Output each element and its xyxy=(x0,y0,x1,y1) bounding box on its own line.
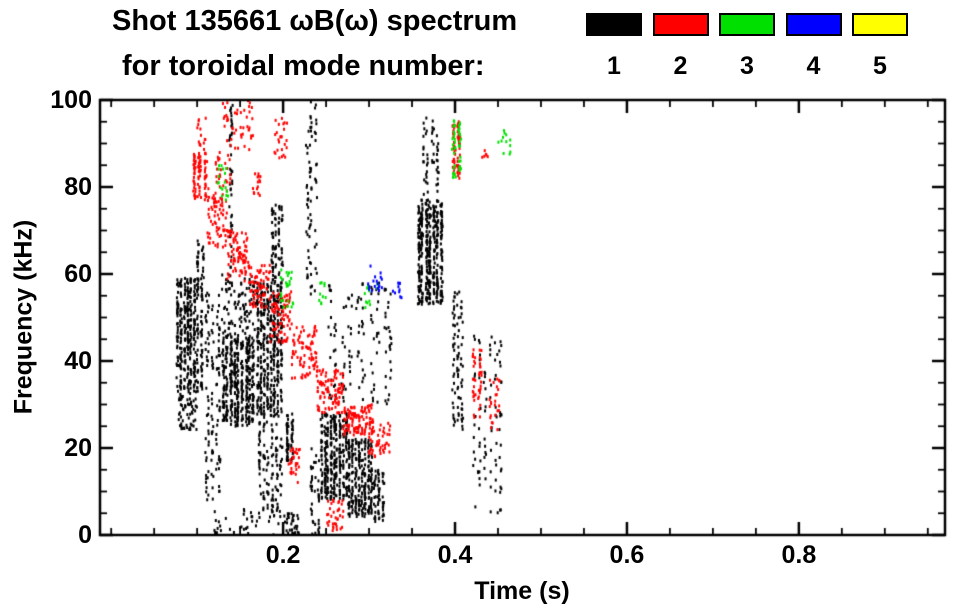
y-tick-label: 40 xyxy=(64,347,92,375)
legend-mode-label: 5 xyxy=(873,52,887,80)
x-tick-label: 0.8 xyxy=(781,541,817,569)
legend-mode-label: 3 xyxy=(740,52,754,80)
y-tick-label: 80 xyxy=(64,173,92,201)
chart-subtitle: for toroidal mode number: xyxy=(122,50,485,82)
y-tick-label: 60 xyxy=(64,260,92,288)
y-tick-label: 100 xyxy=(50,86,92,114)
legend-mode-label: 2 xyxy=(673,52,688,80)
y-tick-label: 20 xyxy=(64,434,92,462)
x-tick-label: 0.6 xyxy=(609,541,645,569)
legend-swatch-mode-1 xyxy=(586,13,642,36)
legend-swatch-mode-4 xyxy=(785,13,842,36)
y-axis-label: Frequency (kHz) xyxy=(9,219,38,415)
y-tick-label: 0 xyxy=(78,521,92,549)
legend-mode-label: 4 xyxy=(806,52,821,80)
legend-swatch-mode-2 xyxy=(652,13,709,36)
x-tick-label: 0.2 xyxy=(265,541,301,569)
x-axis-label: Time (s) xyxy=(474,577,570,605)
chart-title: Shot 135661 ωB(ω) spectrum xyxy=(112,5,518,37)
legend-swatch-mode-5 xyxy=(852,13,908,36)
legend-mode-label: 1 xyxy=(607,52,621,80)
legend-swatch-mode-3 xyxy=(719,13,775,36)
x-tick-label: 0.4 xyxy=(437,541,473,569)
